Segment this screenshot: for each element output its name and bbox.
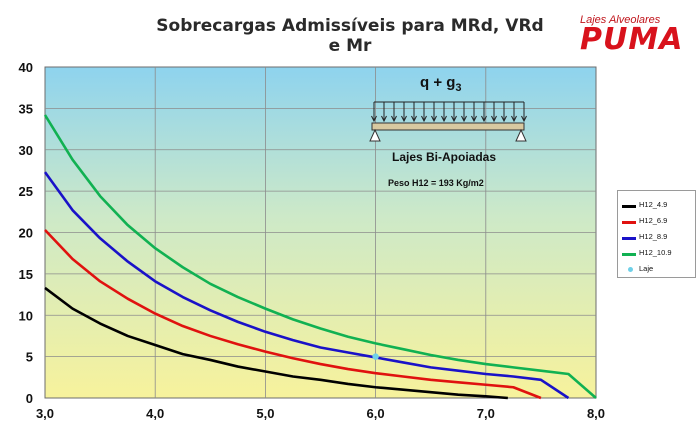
y-tick-label: 25 xyxy=(19,184,33,199)
legend-swatch xyxy=(622,205,636,208)
chart-title: Sobrecargas Admissíveis para MRd, VRd e … xyxy=(156,16,544,56)
y-tick-label: 35 xyxy=(19,101,33,116)
load-arrow-icon xyxy=(471,102,477,123)
y-tick-label: 15 xyxy=(19,267,33,282)
load-arrow-icon xyxy=(481,102,487,123)
beam-icon xyxy=(371,122,525,131)
brand-tagline: Lajes Alveolares xyxy=(580,14,661,26)
series-line-h12-8-9 xyxy=(43,171,570,400)
series-line-h12-6-9 xyxy=(44,229,542,400)
load-arrow-icon xyxy=(401,102,407,123)
load-arrow-icon xyxy=(491,102,497,123)
y-tick-label: 40 xyxy=(19,60,33,75)
load-arrow-icon xyxy=(381,102,387,123)
load-arrow-icon xyxy=(451,102,457,123)
load-arrow-icon xyxy=(391,102,397,123)
y-tick-label: 20 xyxy=(19,226,33,241)
x-tick-label: 6,0 xyxy=(367,406,385,421)
series-line-h12-4-9 xyxy=(44,286,508,400)
legend: H12_4.9 H12_6.9 H12_8.9 H12_10.9 Laje xyxy=(617,190,696,278)
x-tick-label: 5,0 xyxy=(256,406,274,421)
legend-swatch xyxy=(622,221,636,224)
x-tick-label: 3,0 xyxy=(36,406,54,421)
series-layer xyxy=(43,114,597,400)
legend-label: H12_10.9 xyxy=(639,248,672,257)
x-tick-label: 8,0 xyxy=(587,406,605,421)
legend-label: H12_8.9 xyxy=(639,232,668,241)
y-tick-label: 10 xyxy=(19,308,33,323)
load-label-text: q + g xyxy=(420,74,456,91)
legend-item-h12-10-9: H12_10.9 xyxy=(622,247,696,261)
legend-swatch xyxy=(622,253,636,256)
legend-label: H12_4.9 xyxy=(639,200,668,209)
beam-diagram xyxy=(369,101,527,142)
data-point-laje xyxy=(372,353,379,360)
load-label: q + g3 xyxy=(420,74,462,94)
load-arrow-icon xyxy=(431,102,437,123)
y-tick-label: 5 xyxy=(26,350,33,365)
tick-labels: 3,0 4,0 5,0 6,0 7,0 8,0 0 5 10 15 20 25 30 35 40 xyxy=(19,60,606,421)
load-arrows xyxy=(371,101,527,123)
legend-item-laje: Laje xyxy=(622,263,696,277)
support-label: Lajes Bi-Apoiadas xyxy=(392,150,497,164)
right-support-icon xyxy=(515,128,527,142)
weight-label: Peso H12 = 193 Kg/m2 xyxy=(388,178,484,188)
brand-name: PUMA xyxy=(580,22,684,57)
legend-label: H12_6.9 xyxy=(639,216,668,225)
legend-swatch xyxy=(628,267,633,272)
load-arrow-icon xyxy=(461,102,467,123)
load-arrow-icon xyxy=(501,102,507,123)
x-tick-label: 4,0 xyxy=(146,406,164,421)
load-arrow-icon xyxy=(521,102,527,123)
y-tick-label: 30 xyxy=(19,143,33,158)
legend-label: Laje xyxy=(639,264,654,273)
legend-item-h12-4-9: H12_4.9 xyxy=(622,199,696,213)
load-arrow-icon xyxy=(441,102,447,123)
series-line-h12-10-9 xyxy=(43,114,597,399)
legend-item-h12-8-9: H12_8.9 xyxy=(622,231,696,245)
left-support-icon xyxy=(369,128,381,142)
legend-item-h12-6-9: H12_6.9 xyxy=(622,215,696,229)
load-arrow-icon xyxy=(371,102,377,123)
load-arrow-icon xyxy=(411,102,417,123)
load-arrow-icon xyxy=(421,102,427,123)
legend-swatch xyxy=(622,237,636,240)
load-arrow-icon xyxy=(511,102,517,123)
grid-lines xyxy=(45,67,596,398)
y-tick-label: 0 xyxy=(26,391,33,406)
load-label-subscript: 3 xyxy=(455,82,462,94)
x-tick-label: 7,0 xyxy=(477,406,495,421)
